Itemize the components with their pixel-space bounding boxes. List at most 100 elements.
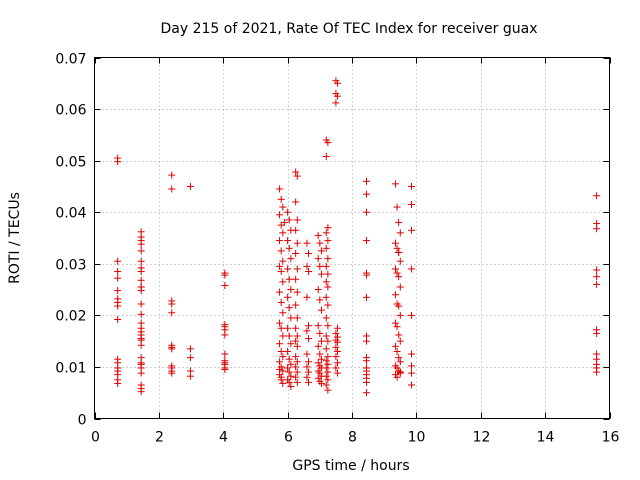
data-point bbox=[276, 340, 284, 348]
data-point bbox=[396, 337, 404, 345]
data-point bbox=[334, 359, 342, 367]
data-point bbox=[292, 324, 300, 332]
data-point bbox=[324, 353, 332, 361]
data-point bbox=[316, 239, 324, 247]
data-point bbox=[334, 79, 342, 87]
data-point bbox=[284, 237, 292, 245]
data-point bbox=[186, 372, 194, 380]
data-point bbox=[279, 309, 287, 317]
data-point bbox=[303, 262, 311, 270]
data-point bbox=[362, 190, 370, 198]
x-axis-ticks: 0 2 4 6 8 10 12 14 16 bbox=[91, 57, 619, 446]
data-point bbox=[168, 309, 176, 317]
data-point bbox=[137, 283, 145, 291]
data-point bbox=[284, 265, 292, 273]
data-point bbox=[324, 270, 332, 278]
data-point bbox=[277, 298, 285, 306]
data-point bbox=[393, 373, 401, 381]
data-point bbox=[293, 216, 301, 224]
data-point bbox=[362, 271, 370, 279]
data-point bbox=[285, 304, 293, 312]
data-point bbox=[276, 185, 284, 193]
data-point bbox=[362, 208, 370, 216]
y-tick-label: 0.03 bbox=[55, 258, 86, 274]
x-tick-label: 14 bbox=[537, 430, 555, 446]
data-point bbox=[292, 363, 300, 371]
data-point bbox=[393, 347, 401, 355]
data-point bbox=[221, 331, 229, 339]
data-point bbox=[221, 359, 229, 367]
data-point bbox=[362, 293, 370, 301]
data-point bbox=[292, 198, 300, 206]
data-point bbox=[395, 354, 403, 362]
data-point bbox=[305, 335, 313, 343]
y-tick-label: 0.02 bbox=[55, 309, 86, 325]
data-point bbox=[168, 345, 176, 353]
data-point bbox=[292, 353, 300, 361]
data-point bbox=[168, 171, 176, 179]
data-point bbox=[293, 265, 301, 273]
y-axis-title: ROTI / TECUs bbox=[7, 192, 23, 284]
data-point bbox=[284, 293, 292, 301]
data-point bbox=[314, 359, 322, 367]
data-point bbox=[279, 353, 287, 361]
chart-title: Day 215 of 2021, Rate Of TEC Index for r… bbox=[161, 21, 538, 37]
data-point bbox=[137, 341, 145, 349]
data-point bbox=[408, 381, 416, 389]
x-tick-label: 4 bbox=[219, 430, 228, 446]
data-point bbox=[287, 360, 295, 368]
data-point bbox=[284, 347, 292, 355]
data-point bbox=[186, 354, 194, 362]
data-point bbox=[593, 273, 601, 281]
data-point bbox=[393, 203, 401, 211]
data-point bbox=[168, 300, 176, 308]
data-point bbox=[137, 388, 145, 396]
data-point bbox=[293, 239, 301, 247]
y-tick-label: 0 bbox=[78, 413, 87, 429]
data-point bbox=[114, 268, 122, 276]
data-point bbox=[292, 226, 300, 234]
data-point bbox=[114, 302, 122, 310]
data-point bbox=[391, 265, 399, 273]
data-point bbox=[137, 310, 145, 318]
data-point bbox=[287, 372, 295, 380]
data-point bbox=[221, 271, 229, 279]
data-point bbox=[168, 185, 176, 193]
data-point bbox=[137, 240, 145, 248]
data-point bbox=[362, 237, 370, 245]
data-point bbox=[303, 373, 311, 381]
data-point bbox=[316, 329, 324, 337]
data-point bbox=[285, 244, 293, 252]
data-point bbox=[317, 337, 325, 345]
data-point bbox=[293, 342, 301, 350]
data-point bbox=[276, 366, 284, 374]
data-point bbox=[137, 360, 145, 368]
data-point bbox=[279, 278, 287, 286]
data-point bbox=[332, 364, 340, 372]
data-point bbox=[322, 278, 330, 286]
data-point bbox=[114, 158, 122, 166]
data-point bbox=[322, 244, 330, 252]
data-point bbox=[287, 255, 295, 263]
data-point bbox=[276, 237, 284, 245]
y-tick-label: 0.04 bbox=[55, 206, 86, 222]
data-point bbox=[305, 268, 313, 276]
data-point bbox=[292, 168, 300, 176]
data-point bbox=[305, 378, 313, 386]
data-point bbox=[303, 239, 311, 247]
data-point bbox=[305, 322, 313, 330]
data-point bbox=[279, 332, 287, 340]
data-point bbox=[293, 288, 301, 296]
data-point bbox=[334, 369, 342, 377]
data-point bbox=[408, 311, 416, 319]
data-point bbox=[324, 255, 332, 263]
data-point bbox=[396, 368, 404, 376]
data-point bbox=[303, 293, 311, 301]
data-point bbox=[408, 265, 416, 273]
data-point bbox=[285, 378, 293, 386]
y-tick-label: 0.05 bbox=[55, 155, 86, 171]
data-point bbox=[284, 324, 292, 332]
data-point bbox=[324, 322, 332, 330]
data-point bbox=[314, 255, 322, 263]
